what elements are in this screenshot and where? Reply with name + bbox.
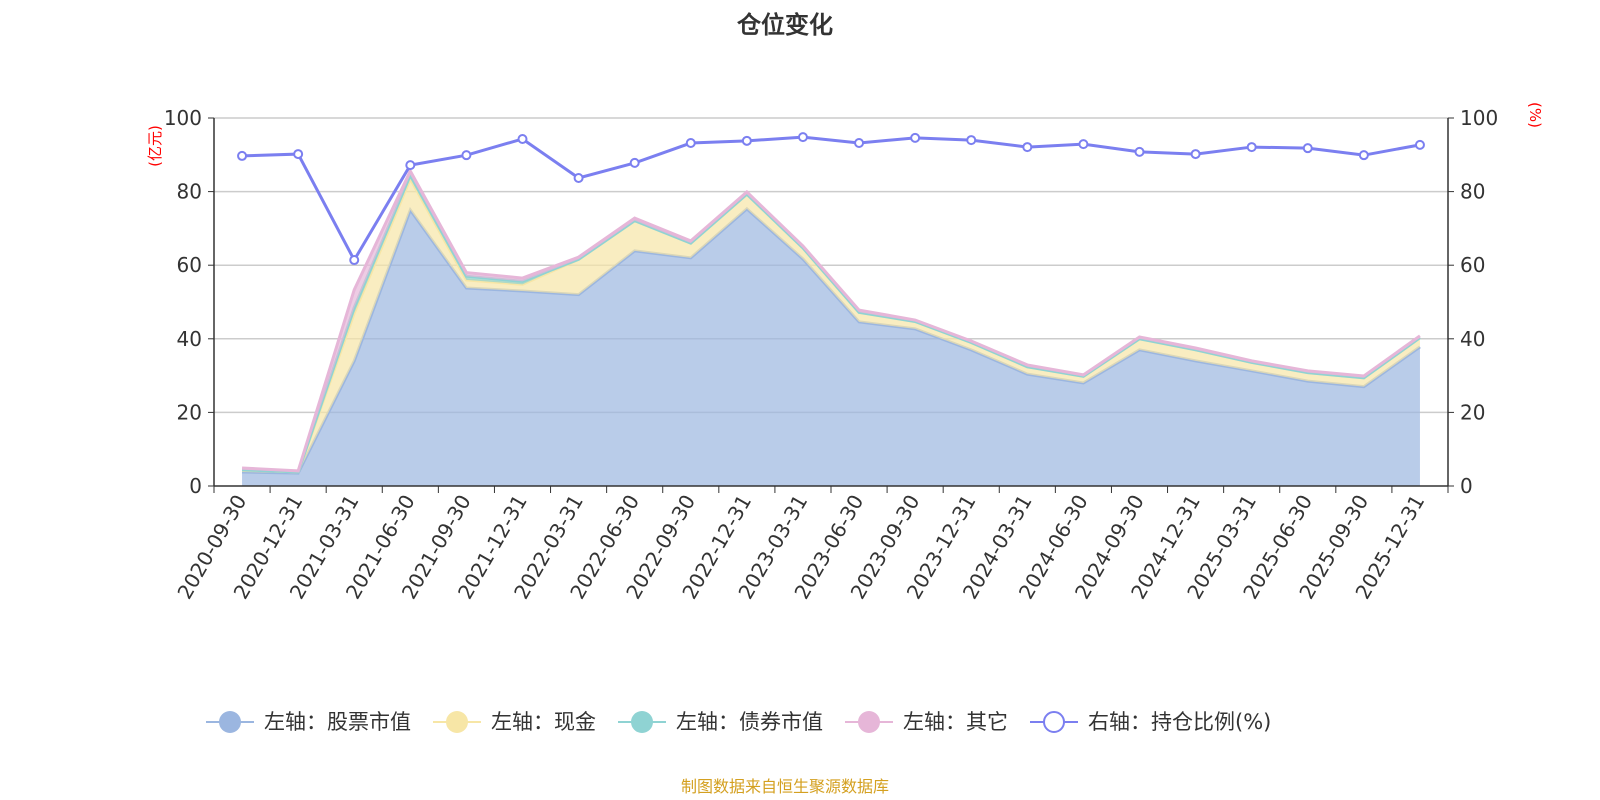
ratio-point bbox=[349, 255, 360, 266]
ratio-point bbox=[293, 149, 304, 160]
ratio-point bbox=[1078, 139, 1089, 150]
legend-marker-icon bbox=[858, 711, 880, 733]
ratio-point bbox=[573, 172, 584, 183]
ratio-point bbox=[1414, 139, 1425, 150]
legend-item[interactable]: 左轴：现金 bbox=[433, 710, 596, 734]
ratio-point bbox=[517, 133, 528, 144]
source-note: 制图数据来自恒生聚源数据库 bbox=[681, 777, 889, 796]
legend-label: 左轴：股票市值 bbox=[264, 710, 411, 734]
legend-marker-icon bbox=[1043, 711, 1065, 733]
right-tick-label: 0 bbox=[1460, 474, 1473, 498]
right-tick-label: 100 bbox=[1460, 106, 1498, 130]
right-axis-unit: (%) bbox=[1526, 102, 1544, 128]
ratio-point bbox=[1190, 149, 1201, 160]
ratio-point bbox=[1302, 143, 1313, 154]
ratio-point bbox=[1134, 146, 1145, 157]
ratio-point bbox=[966, 135, 977, 146]
right-tick-label: 20 bbox=[1460, 400, 1485, 424]
ratio-point bbox=[910, 132, 921, 143]
legend-item[interactable]: 左轴：股票市值 bbox=[206, 710, 411, 734]
chart-title: 仓位变化 bbox=[736, 11, 833, 39]
legend-label: 左轴：现金 bbox=[491, 710, 596, 734]
legend-item[interactable]: 左轴：其它 bbox=[845, 710, 1008, 734]
ratio-point bbox=[854, 138, 865, 149]
left-tick-label: 80 bbox=[177, 180, 202, 204]
legend-item[interactable]: 右轴：持仓比例(%) bbox=[1030, 710, 1271, 734]
ratio-line bbox=[241, 135, 1421, 264]
ratio-point bbox=[237, 150, 248, 161]
legend-label: 左轴：其它 bbox=[903, 710, 1008, 734]
ratio-point bbox=[1246, 142, 1257, 153]
line-左轴：其它 bbox=[241, 167, 1421, 473]
right-tick-label: 80 bbox=[1460, 180, 1485, 204]
area-左轴：股票市值 bbox=[242, 208, 1420, 486]
left-axis-unit: (亿元) bbox=[146, 125, 164, 167]
right-tick-label: 40 bbox=[1460, 327, 1485, 351]
left-tick-label: 100 bbox=[164, 106, 202, 130]
legend-item[interactable]: 左轴：债券市值 bbox=[618, 710, 823, 734]
ratio-point bbox=[405, 160, 416, 171]
legend-marker-icon bbox=[219, 711, 241, 733]
ratio-point bbox=[797, 132, 808, 143]
ratio-point bbox=[629, 157, 640, 168]
left-tick-label: 0 bbox=[189, 474, 202, 498]
legend-marker-icon bbox=[446, 711, 468, 733]
left-tick-label: 40 bbox=[177, 327, 202, 351]
legend-marker-icon bbox=[631, 711, 653, 733]
ratio-point bbox=[685, 138, 696, 149]
ratio-point bbox=[1358, 150, 1369, 161]
ratio-point bbox=[1022, 142, 1033, 153]
legend-label: 右轴：持仓比例(%) bbox=[1088, 710, 1271, 734]
right-tick-label: 60 bbox=[1460, 253, 1485, 277]
left-tick-label: 20 bbox=[177, 400, 202, 424]
left-tick-label: 60 bbox=[177, 253, 202, 277]
ratio-point bbox=[741, 135, 752, 146]
ratio-point bbox=[461, 150, 472, 161]
legend-label: 左轴：债券市值 bbox=[676, 710, 823, 734]
